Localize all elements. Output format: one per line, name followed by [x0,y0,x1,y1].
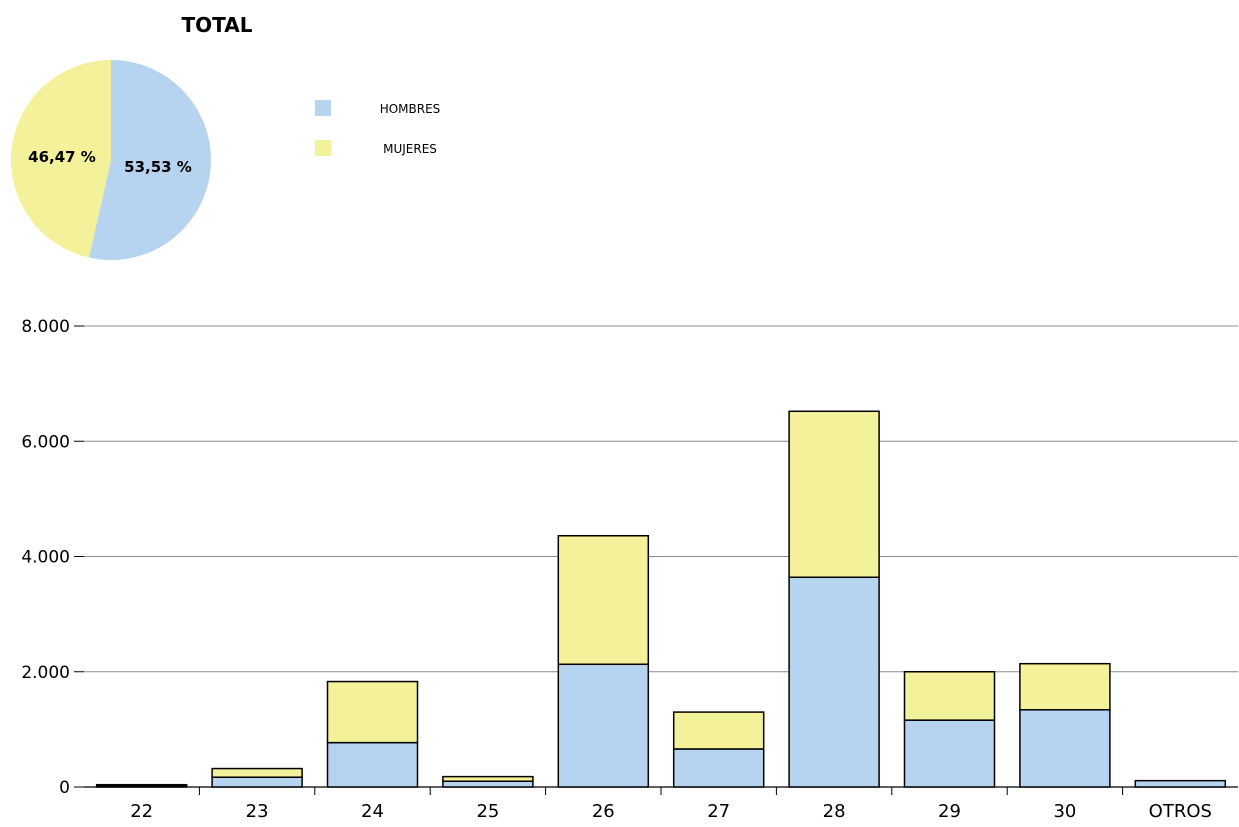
x-tick-label-25: 25 [476,801,499,822]
pie-title: TOTAL [182,13,253,37]
x-tick-label-27: 27 [707,801,730,822]
bar-mujeres-26 [557,535,650,666]
x-tick-label-22: 22 [130,801,153,822]
pie-slice-hombres [89,60,211,260]
bar-mujeres-23 [211,767,303,778]
y-tick-label-4000: 4.000 [21,548,70,568]
legend-label-mujeres: MUJERES [383,142,437,156]
bar-hombres-23 [211,776,303,788]
bar-hombres-25 [442,780,534,788]
bar-hombres-29 [903,719,996,788]
y-tick-label-0: 0 [59,778,70,798]
x-tick-label-29: 29 [938,801,961,822]
bar-mujeres-30 [1019,662,1111,711]
stacked-bar-chart: 0 2.000 4.000 6.000 8.000 22 23 24 25 26 27 28 29 30 O… [21,317,1238,822]
y-tick-label-2000: 2.000 [21,663,70,683]
bar-mujeres-25 [442,775,534,782]
bar-hombres-30 [1019,709,1111,788]
x-tick-label-24: 24 [361,801,384,822]
pie-chart: 53,53 % 46,47 % [10,60,211,260]
bar-hombres-28 [788,576,880,788]
bar-mujeres-24 [326,680,419,744]
pie-slice-mujeres [10,60,111,258]
bar-mujeres-29 [903,671,996,721]
pie-slice-label-mujeres: 46,47 % [28,148,96,166]
bar-hombres-27 [672,748,765,788]
bar-hombres-26 [557,663,650,788]
x-tick-label-28: 28 [823,801,846,822]
bar-hombres-otros [1134,779,1227,788]
y-tick-label-6000: 6.000 [21,432,70,452]
legend-label-hombres: HOMBRES [380,102,441,116]
bar-mujeres-22 [95,783,188,787]
y-tick-label-8000: 8.000 [21,317,70,337]
x-tick-label-30: 30 [1053,801,1076,822]
x-tick-label-23: 23 [246,801,269,822]
x-tick-label-otros: OTROS [1149,801,1212,822]
bar-mujeres-28 [788,410,880,578]
legend: HOMBRES MUJERES [315,100,440,156]
legend-swatch-mujeres [315,140,331,156]
x-tick-label-26: 26 [592,801,615,822]
bar-hombres-24 [326,741,419,788]
legend-swatch-hombres [315,100,331,116]
bar-mujeres-27 [672,711,765,750]
pie-slice-label-hombres: 53,53 % [124,158,192,176]
